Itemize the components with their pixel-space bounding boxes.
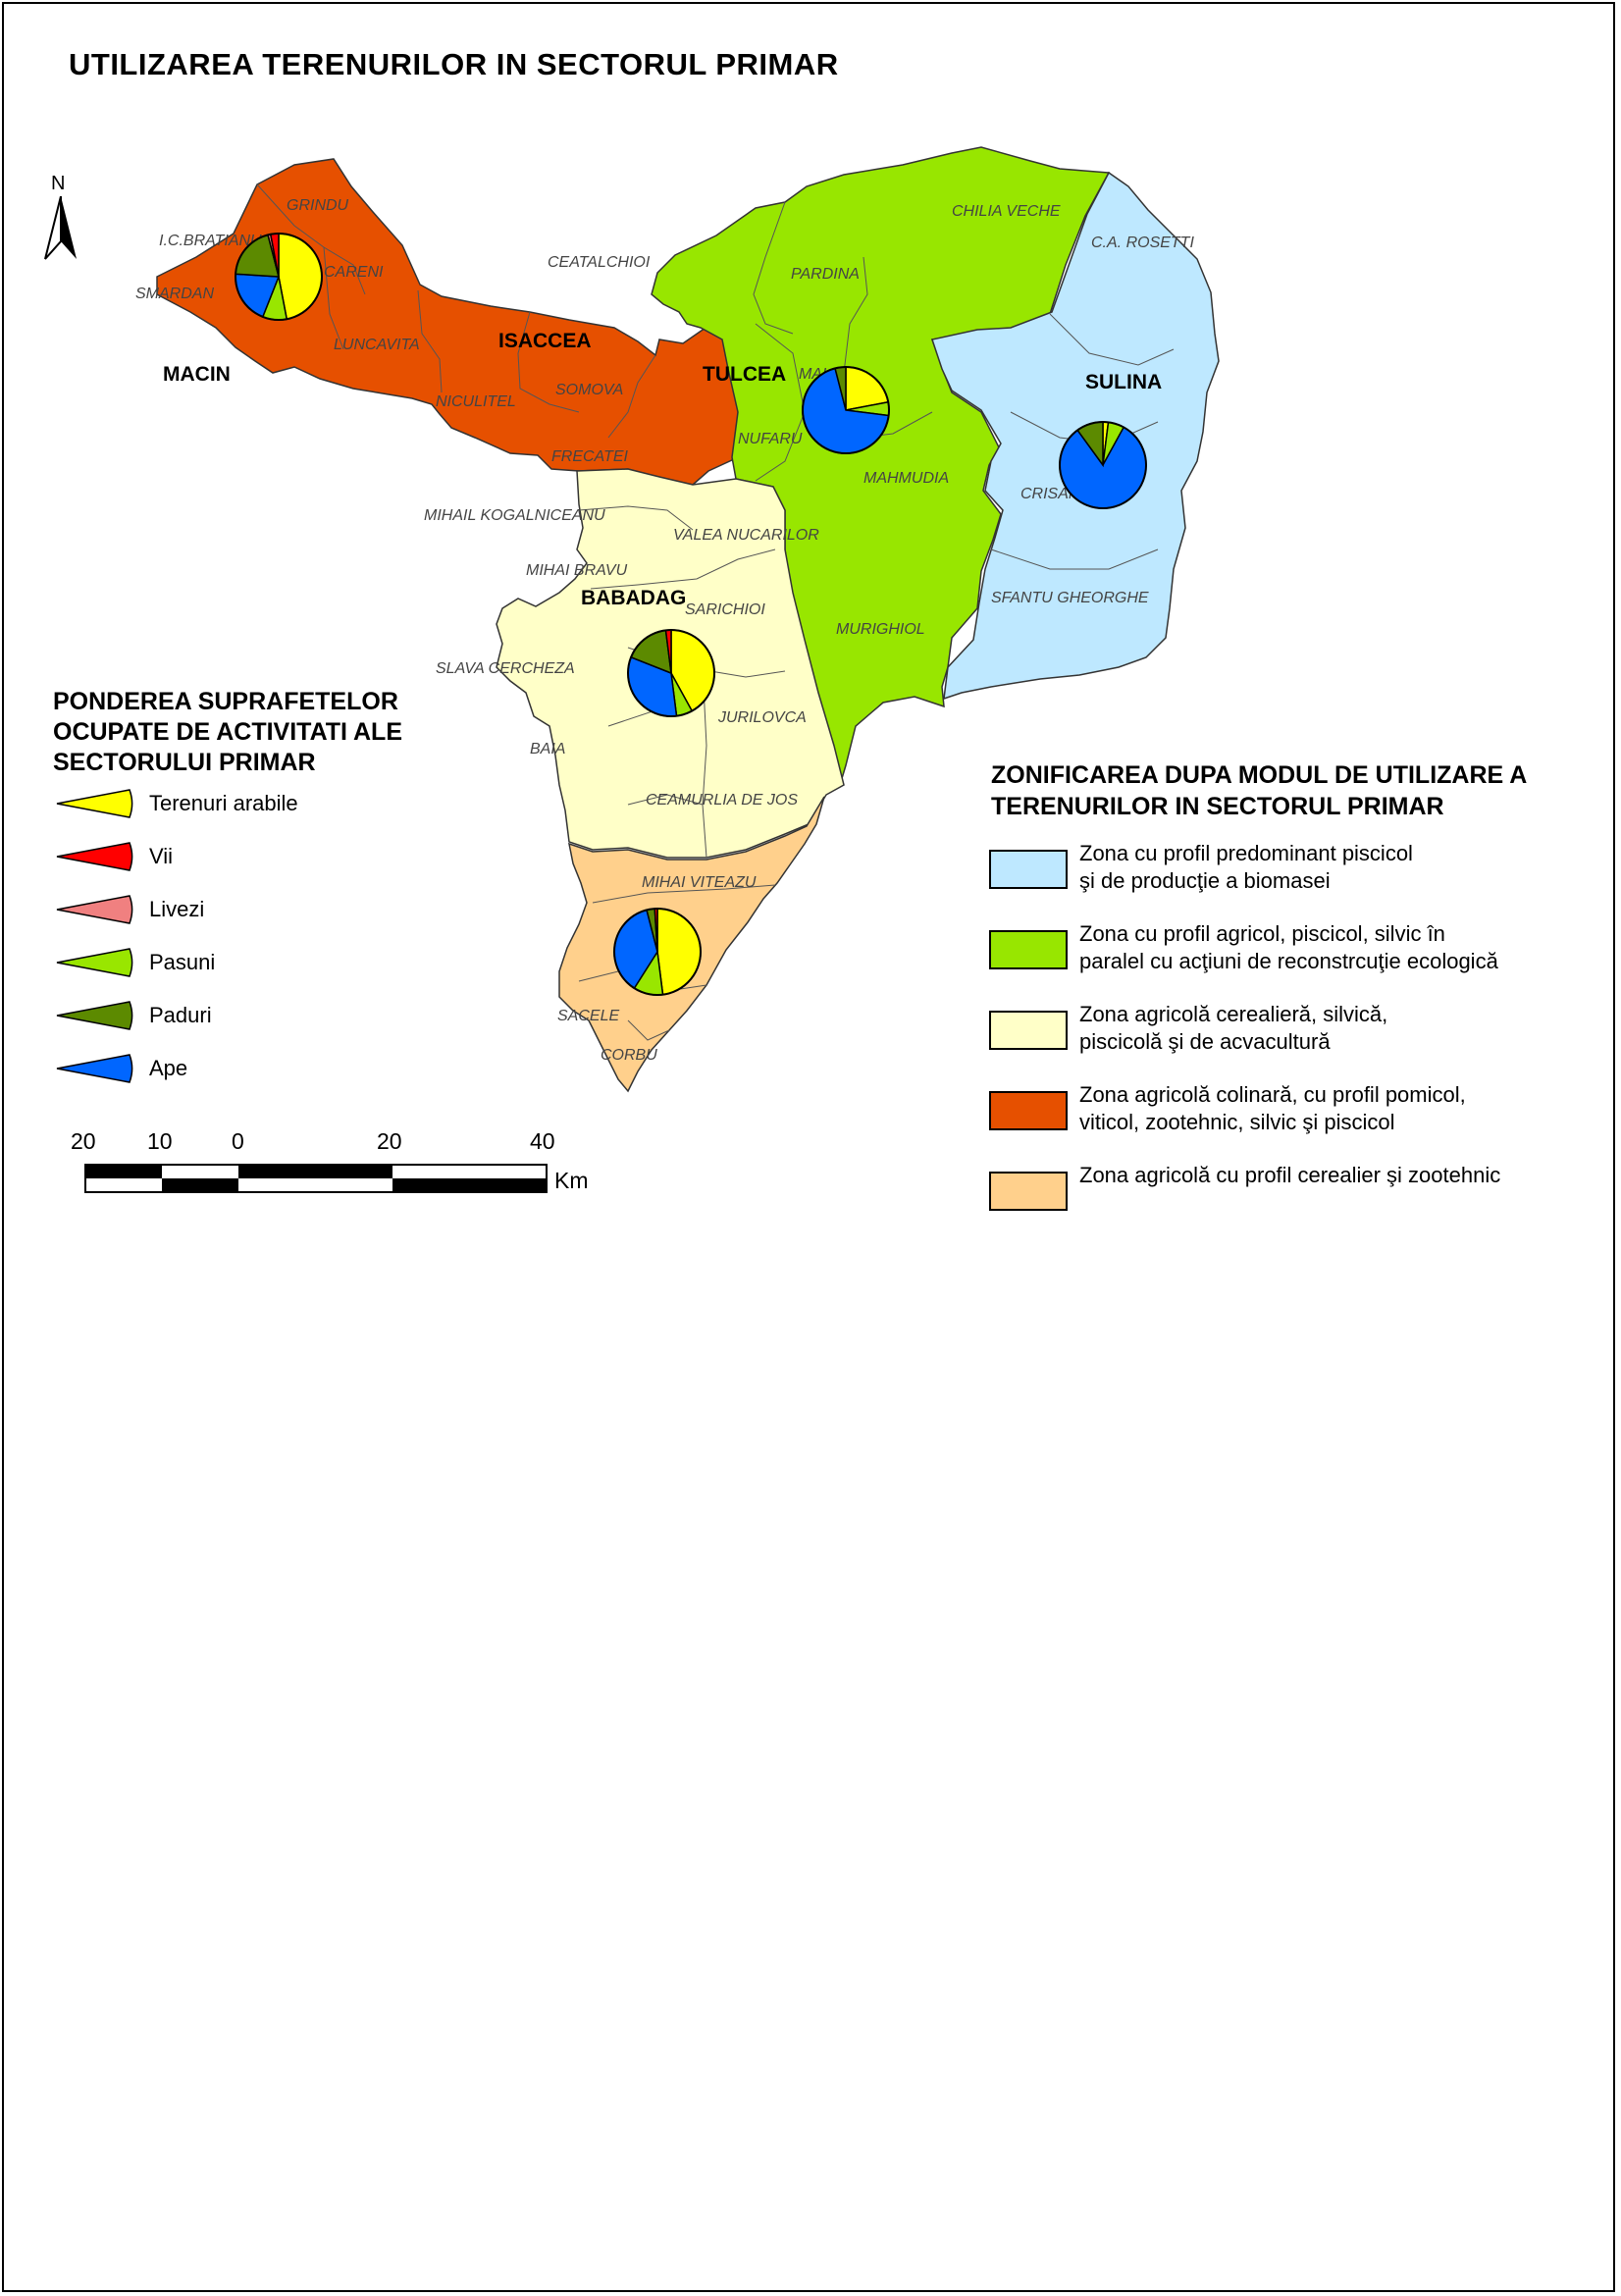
city-label-macin: MACIN [163,363,231,386]
pie-legend-label: Livezi [149,897,205,921]
zone-legend-label: Zona agricolă cu profil cerealier şi zoo… [1079,1162,1609,1189]
commune-label-jurilovca: JURILOVCA [717,709,807,726]
pie-outline [235,233,323,321]
commune-label-murighiol: MURIGHIOL [836,621,925,638]
pie-wedge-icon [56,1054,133,1083]
zone-legend-label: Zona cu profil agricol, piscicol, silvic… [1079,920,1609,975]
commune-label-ceamurlia-de-jos: CEAMURLIA DE JOS [646,792,798,809]
north-label: N [51,173,66,194]
north-arrow: N [41,173,80,261]
commune-label-frecatei: FRECATEI [551,448,628,465]
pie-legend-label: Paduri [149,1003,212,1027]
commune-label-mihai-bravu: MIHAI BRAVU [526,562,628,579]
north-arrow-icon [44,196,77,260]
city-label-sulina: SULINA [1085,371,1162,393]
zone-colinara[interactable] [156,158,743,486]
zone-legend-line: Zona cu profil agricol, piscicol, silvic… [1079,921,1445,946]
commune-label-luncavita: LUNCAVITA [334,337,420,353]
pie-legend-title: PONDEREA SUPRAFETELOR OCUPATE DE ACTIVIT… [53,688,403,776]
commune-label-careni: CARENI [324,264,384,281]
zone-legend-line: piscicolă şi de acvacultură [1079,1029,1331,1054]
pie-outline [1059,421,1147,509]
commune-label-sfantu-gheorghe: SFANTU GHEORGHE [991,590,1149,606]
zone-swatch [989,1091,1068,1130]
zone-legend-line: Zona agricolă cu profil cerealier şi zoo… [1079,1163,1501,1187]
commune-label-pardina: PARDINA [791,266,860,283]
map-title: UTILIZAREA TERENURILOR IN SECTORUL PRIMA… [69,47,839,81]
pie-wedge-icon [56,895,133,924]
commune-label-mahmudia: MAHMUDIA [863,470,949,487]
scale-tick: 20 [71,1128,96,1154]
pie-outline [627,629,715,717]
zone-swatch [989,1172,1068,1211]
commune-label-niculitel: NICULITEL [436,393,516,410]
zone-swatch [989,850,1068,889]
zone-legend-title: ZONIFICAREA DUPA MODUL DE UTILIZARE A TE… [991,761,1527,820]
commune-label-baia: BAIA [530,741,565,757]
pies-layer [235,233,1147,996]
pie-outline [613,908,702,996]
commune-label-i-c-bratianu: I.C.BRATIANU [159,233,262,249]
zone-legend-line: viticol, zootehnic, silvic şi piscicol [1079,1110,1395,1134]
zone-legend-label: Zona cu profil predominant piscicol şi de… [1079,840,1609,895]
zone-swatch [989,930,1068,969]
scale-tick: 20 [377,1128,402,1154]
commune-label-chilia-veche: CHILIA VECHE [952,203,1061,220]
pie-wedge-icon [56,789,133,818]
pie-legend-label: Pasuni [149,950,216,974]
commune-label-corbu: CORBU [601,1047,657,1064]
commune-label-mihail-kogalniceanu: MIHAIL KOGALNICEANU [424,507,605,524]
commune-label-nufaru: NUFARU [738,431,803,447]
zone-legend-line: Zona agricolă colinară, cu profil pomico… [1079,1082,1466,1107]
scale-tick: 0 [232,1128,244,1154]
zone-legend-line: Zona agricolă cerealieră, silvică, [1079,1002,1388,1026]
zone-legend-line: paralel cu acţiuni de reconstrcuţie ecol… [1079,949,1498,973]
pie-sulina [1059,421,1147,509]
city-label-isaccea: ISACCEA [498,330,592,352]
pie-legend-label: Vii [149,844,174,868]
pie-wedge-icon [56,842,133,871]
scale-tick: 40 [530,1128,555,1154]
zone-legend-line: Zona cu profil predominant piscicol [1079,841,1413,865]
pie-wedge-icon [56,948,133,977]
commune-label-sarichioi: SARICHIOI [685,601,765,618]
pie-legend-label: Ape [149,1056,188,1080]
commune-label-valea-nucarilor: VALEA NUCARILOR [673,527,819,544]
commune-labels: GRINDU I.C.BRATIANU CARENI SMARDAN LUNCAVITA… [135,197,1194,1064]
city-label-tulcea: TULCEA [703,363,786,386]
zone-agricol-ecologic[interactable] [651,146,1111,786]
pie-outline [802,366,890,454]
commune-label-somova: SOMOVA [555,382,623,398]
pie-macin [235,233,323,321]
zone-legend-line: şi de producţie a biomasei [1079,868,1331,893]
commune-label-c-a-rosetti: C.A. ROSETTI [1091,235,1194,251]
pie-tulcea [802,366,890,454]
pie-mihai-viteazu [613,908,702,996]
scale-unit: Km [554,1168,589,1193]
zone-swatch [989,1011,1068,1050]
pie-babadag [627,629,715,717]
scale-bar-graphic [84,1164,548,1193]
commune-label-mihai-viteazu: MIHAI VITEAZU [642,874,757,891]
scale-bar: 20 10 0 20 40 Km [59,1128,667,1217]
pie-wedge-icon [56,1001,133,1030]
commune-label-ceatalchioi: CEATALCHIOI [548,254,651,271]
commune-label-slava-cercheza: SLAVA CERCHEZA [436,660,575,677]
scale-tick: 10 [147,1128,173,1154]
city-label-babadag: BABADAG [581,587,686,609]
zone-legend-label: Zona agricolă colinară, cu profil pomico… [1079,1081,1609,1136]
commune-label-crisan: CRISAN [1020,486,1080,502]
pie-legend-label: Terenuri arabile [149,791,298,815]
commune-label-sacele: SACELE [557,1008,619,1024]
city-labels: MACIN ISACCEA TULCEA SULINA BABADAG [163,330,1162,609]
commune-label-smardan: SMARDAN [135,286,214,302]
commune-label-grindu: GRINDU [287,197,349,214]
zone-legend-label: Zona agricolă cerealieră, silvică, piscic… [1079,1001,1609,1056]
